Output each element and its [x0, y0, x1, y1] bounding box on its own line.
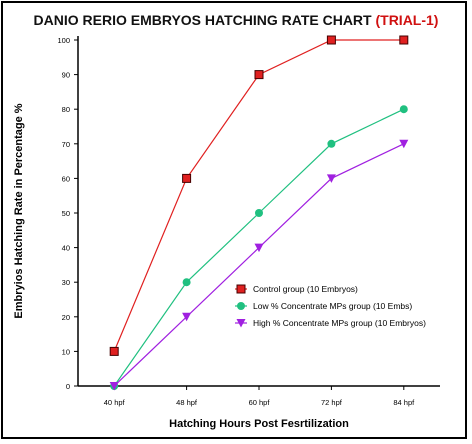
y-tick-label: 50 [62, 209, 70, 218]
series-layer [109, 35, 409, 391]
legend-label: Low % Concentrate MPs group (10 Embs) [253, 301, 412, 311]
data-point [254, 243, 264, 253]
y-tick-label: 20 [62, 313, 70, 322]
data-point [182, 312, 192, 322]
legend-item: High % Concentrate MPs group (10 Embryos… [235, 318, 426, 328]
y-tick-label: 70 [62, 140, 70, 149]
legend-label: Control group (10 Embryos) [253, 284, 358, 294]
y-tick-label: 100 [57, 36, 70, 45]
legend-marker [237, 302, 245, 310]
data-point [182, 278, 191, 287]
data-point [399, 35, 409, 45]
data-point [182, 173, 192, 183]
y-tick-label: 40 [62, 244, 70, 253]
y-tick-label: 90 [62, 71, 70, 80]
data-point [255, 209, 263, 217]
data-point [326, 35, 336, 45]
legend-marker [236, 284, 246, 294]
y-axis-title: Embryios Hatching Rate in Percentage % [13, 103, 25, 318]
legend-marker [236, 319, 246, 328]
legend-label: High % Concentrate MPs group (10 Embryos… [253, 318, 426, 328]
y-tick-label: 30 [62, 278, 70, 287]
chart-title-main: DANIO RERIO EMBRYOS HATCHING RATE CHART [34, 12, 373, 28]
legend: Control group (10 Embryos) Low % Concentr… [235, 284, 426, 328]
x-tick-label: 60 hpf [249, 398, 271, 407]
x-tick-label: 40 hpf [104, 398, 126, 407]
data-point [326, 174, 336, 183]
chart-title: DANIO RERIO EMBRYOS HATCHING RATE CHART … [34, 12, 439, 28]
data-point [399, 139, 409, 149]
y-tick-label: 0 [66, 382, 70, 391]
data-point [327, 139, 336, 148]
x-tick-label: 72 hpf [321, 398, 343, 407]
x-axis-title: Hatching Hours Post Fesrtilization [169, 418, 349, 430]
chart-title-suffix: (TRIAL-1) [375, 12, 438, 28]
data-point [109, 382, 119, 391]
data-point [254, 70, 264, 80]
series-line [113, 143, 405, 387]
data-point [399, 105, 408, 114]
x-tick-label: 48 hpf [176, 398, 198, 407]
y-ticks: 0 10 20 30 40 50 60 70 80 90 100 [57, 36, 78, 391]
series-3 [109, 139, 409, 391]
y-tick-label: 60 [62, 174, 70, 183]
data-point [109, 346, 119, 356]
y-tick-label: 80 [62, 105, 70, 114]
x-ticks: 40 hpf 48 hpf 60 hpf 72 hpf 84 hpf [104, 386, 415, 407]
y-tick-label: 10 [62, 347, 70, 356]
legend-item: Low % Concentrate MPs group (10 Embs) [235, 301, 412, 311]
legend-item: Control group (10 Embryos) [235, 284, 358, 294]
series-1 [109, 35, 409, 356]
x-tick-label: 84 hpf [393, 398, 415, 407]
